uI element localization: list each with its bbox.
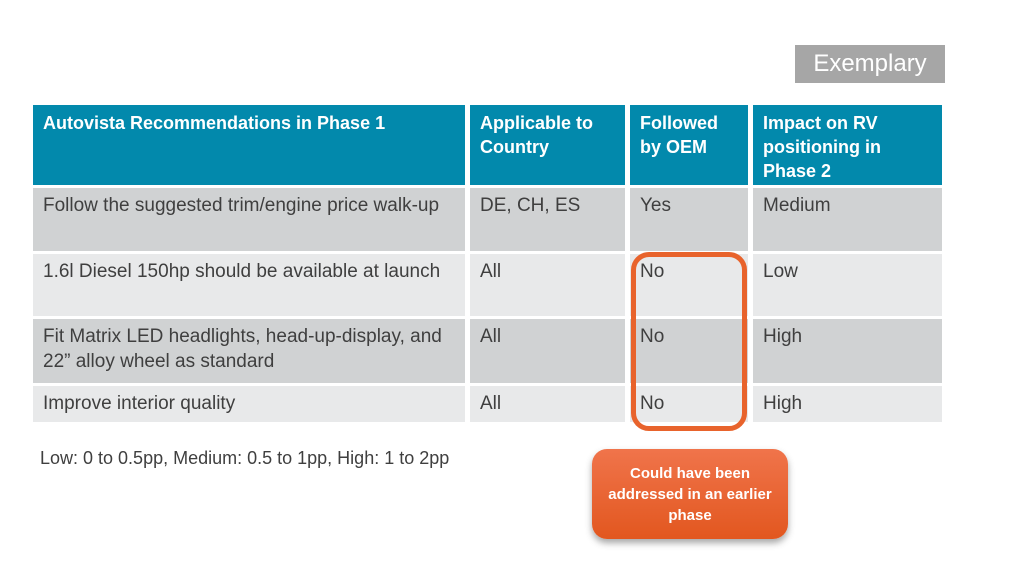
cell-followed: Yes	[630, 188, 748, 251]
cell-country: All	[470, 386, 625, 422]
cell-impact: Medium	[753, 188, 942, 251]
cell-impact: High	[753, 386, 942, 422]
cell-impact: Low	[753, 254, 942, 316]
cell-country: All	[470, 254, 625, 316]
callout-text: Could have been addressed in an earlier …	[608, 464, 772, 524]
callout-note: Could have been addressed in an earlier …	[592, 449, 788, 539]
cell-followed: No	[630, 319, 748, 383]
header-followed-by-oem: Followed by OEM	[630, 105, 748, 185]
cell-recommendation: Fit Matrix LED headlights, head-up-displ…	[33, 319, 465, 383]
impact-legend: Low: 0 to 0.5pp, Medium: 0.5 to 1pp, Hig…	[40, 448, 450, 468]
cell-country: All	[470, 319, 625, 383]
cell-recommendation: Improve interior quality	[33, 386, 465, 422]
cell-recommendation: Follow the suggested trim/engine price w…	[33, 188, 465, 251]
cell-country: DE, CH, ES	[470, 188, 625, 251]
recommendations-table: Autovista Recommendations in Phase 1 App…	[33, 105, 942, 422]
cell-followed: No	[630, 254, 748, 316]
exemplary-badge: Exemplary	[795, 45, 945, 83]
cell-recommendation: 1.6l Diesel 150hp should be available at…	[33, 254, 465, 316]
header-recommendations: Autovista Recommendations in Phase 1	[33, 105, 465, 185]
cell-impact: High	[753, 319, 942, 383]
header-applicable-country: Applicable to Country	[470, 105, 625, 185]
header-impact-rv: Impact on RV positioning in Phase 2	[753, 105, 942, 185]
cell-followed: No	[630, 386, 748, 422]
